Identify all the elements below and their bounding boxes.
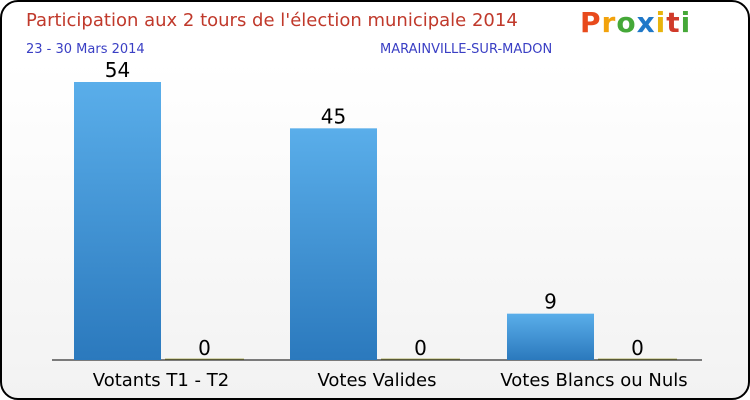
logo-letter: i bbox=[680, 6, 692, 39]
bar-t1-1 bbox=[290, 128, 377, 360]
value-label: 0 bbox=[631, 336, 644, 360]
logo-letter: x bbox=[636, 6, 656, 39]
proxiti-logo[interactable]: Proxiti bbox=[580, 6, 691, 39]
value-label: 0 bbox=[198, 336, 211, 360]
chart-title: Participation aux 2 tours de l'élection … bbox=[26, 10, 518, 31]
date-range: 23 - 30 Mars 2014 bbox=[26, 42, 145, 57]
value-label: 45 bbox=[321, 104, 346, 128]
logo-letter: i bbox=[655, 6, 667, 39]
bar-t1-0 bbox=[74, 82, 161, 360]
logo-letter: r bbox=[601, 6, 617, 39]
logo-letter: t bbox=[666, 6, 681, 39]
category-label: Votes Blancs ou Nuls bbox=[500, 370, 687, 391]
commune-name: MARAINVILLE-SUR-MADON bbox=[380, 42, 553, 57]
value-label: 54 bbox=[105, 58, 130, 82]
logo-letter: P bbox=[580, 6, 602, 39]
value-label: 0 bbox=[414, 336, 427, 360]
category-label: Votes Valides bbox=[318, 370, 437, 391]
bar-t1-2 bbox=[507, 313, 594, 360]
category-label: Votants T1 - T2 bbox=[93, 370, 229, 391]
logo-letter: o bbox=[616, 6, 637, 39]
value-label: 9 bbox=[544, 290, 557, 314]
